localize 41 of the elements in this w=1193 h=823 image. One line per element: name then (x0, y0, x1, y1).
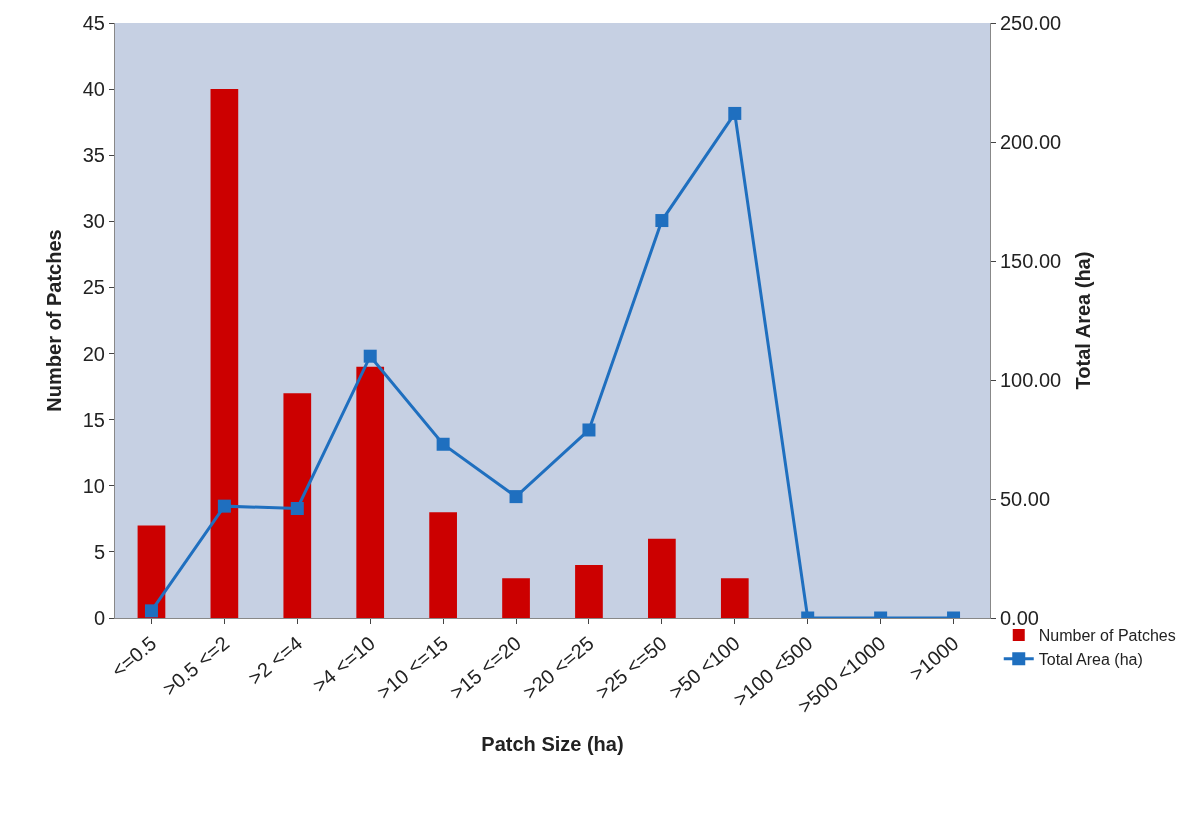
bar (720, 578, 749, 618)
legend-label: Total Area (ha) (1038, 650, 1143, 668)
point (655, 214, 669, 228)
y2-tick-label: 100.00 (1000, 369, 1062, 391)
y-tick-label: 10 (82, 474, 105, 497)
point (363, 349, 377, 363)
y2-tick-label: 200.00 (1000, 131, 1062, 153)
y-axis-title: Number of Patches (43, 229, 66, 412)
bar (648, 538, 676, 618)
y-tick-label: 15 (82, 408, 105, 431)
point (509, 490, 523, 504)
point (144, 604, 158, 618)
legend-label: Number of Patches (1038, 627, 1176, 645)
bar (502, 578, 530, 618)
y-tick-label: 25 (82, 276, 105, 299)
point (582, 423, 596, 437)
y2-tick-label: 250.00 (1000, 12, 1062, 34)
point (728, 106, 742, 120)
y-tick-label: 35 (82, 144, 105, 167)
y-tick-label: 0 (93, 607, 105, 629)
y-tick-label: 40 (82, 78, 105, 101)
bar (356, 366, 385, 618)
y2-tick-label: 0.00 (1000, 607, 1039, 629)
y2-tick-label: 50.00 (1000, 488, 1051, 510)
bar (283, 393, 312, 618)
x-tick-label: >2 <=4 (244, 631, 307, 690)
y-tick-label: 30 (82, 210, 105, 233)
y-tick-label: 5 (93, 540, 105, 563)
bar (210, 89, 239, 618)
y2-tick-label: 150.00 (1000, 250, 1062, 272)
bar (429, 512, 457, 618)
point (290, 502, 304, 516)
bar (575, 565, 603, 618)
point (436, 437, 450, 451)
y2-axis-title: Total Area (ha) (1071, 251, 1094, 390)
y-tick-label: 45 (82, 12, 105, 34)
point (217, 499, 231, 513)
bar (137, 525, 166, 618)
x-tick-label: >0.5 <=2 (158, 631, 234, 700)
y-tick-label: 20 (82, 342, 105, 365)
x-axis-title: Patch Size (ha) (481, 732, 624, 755)
